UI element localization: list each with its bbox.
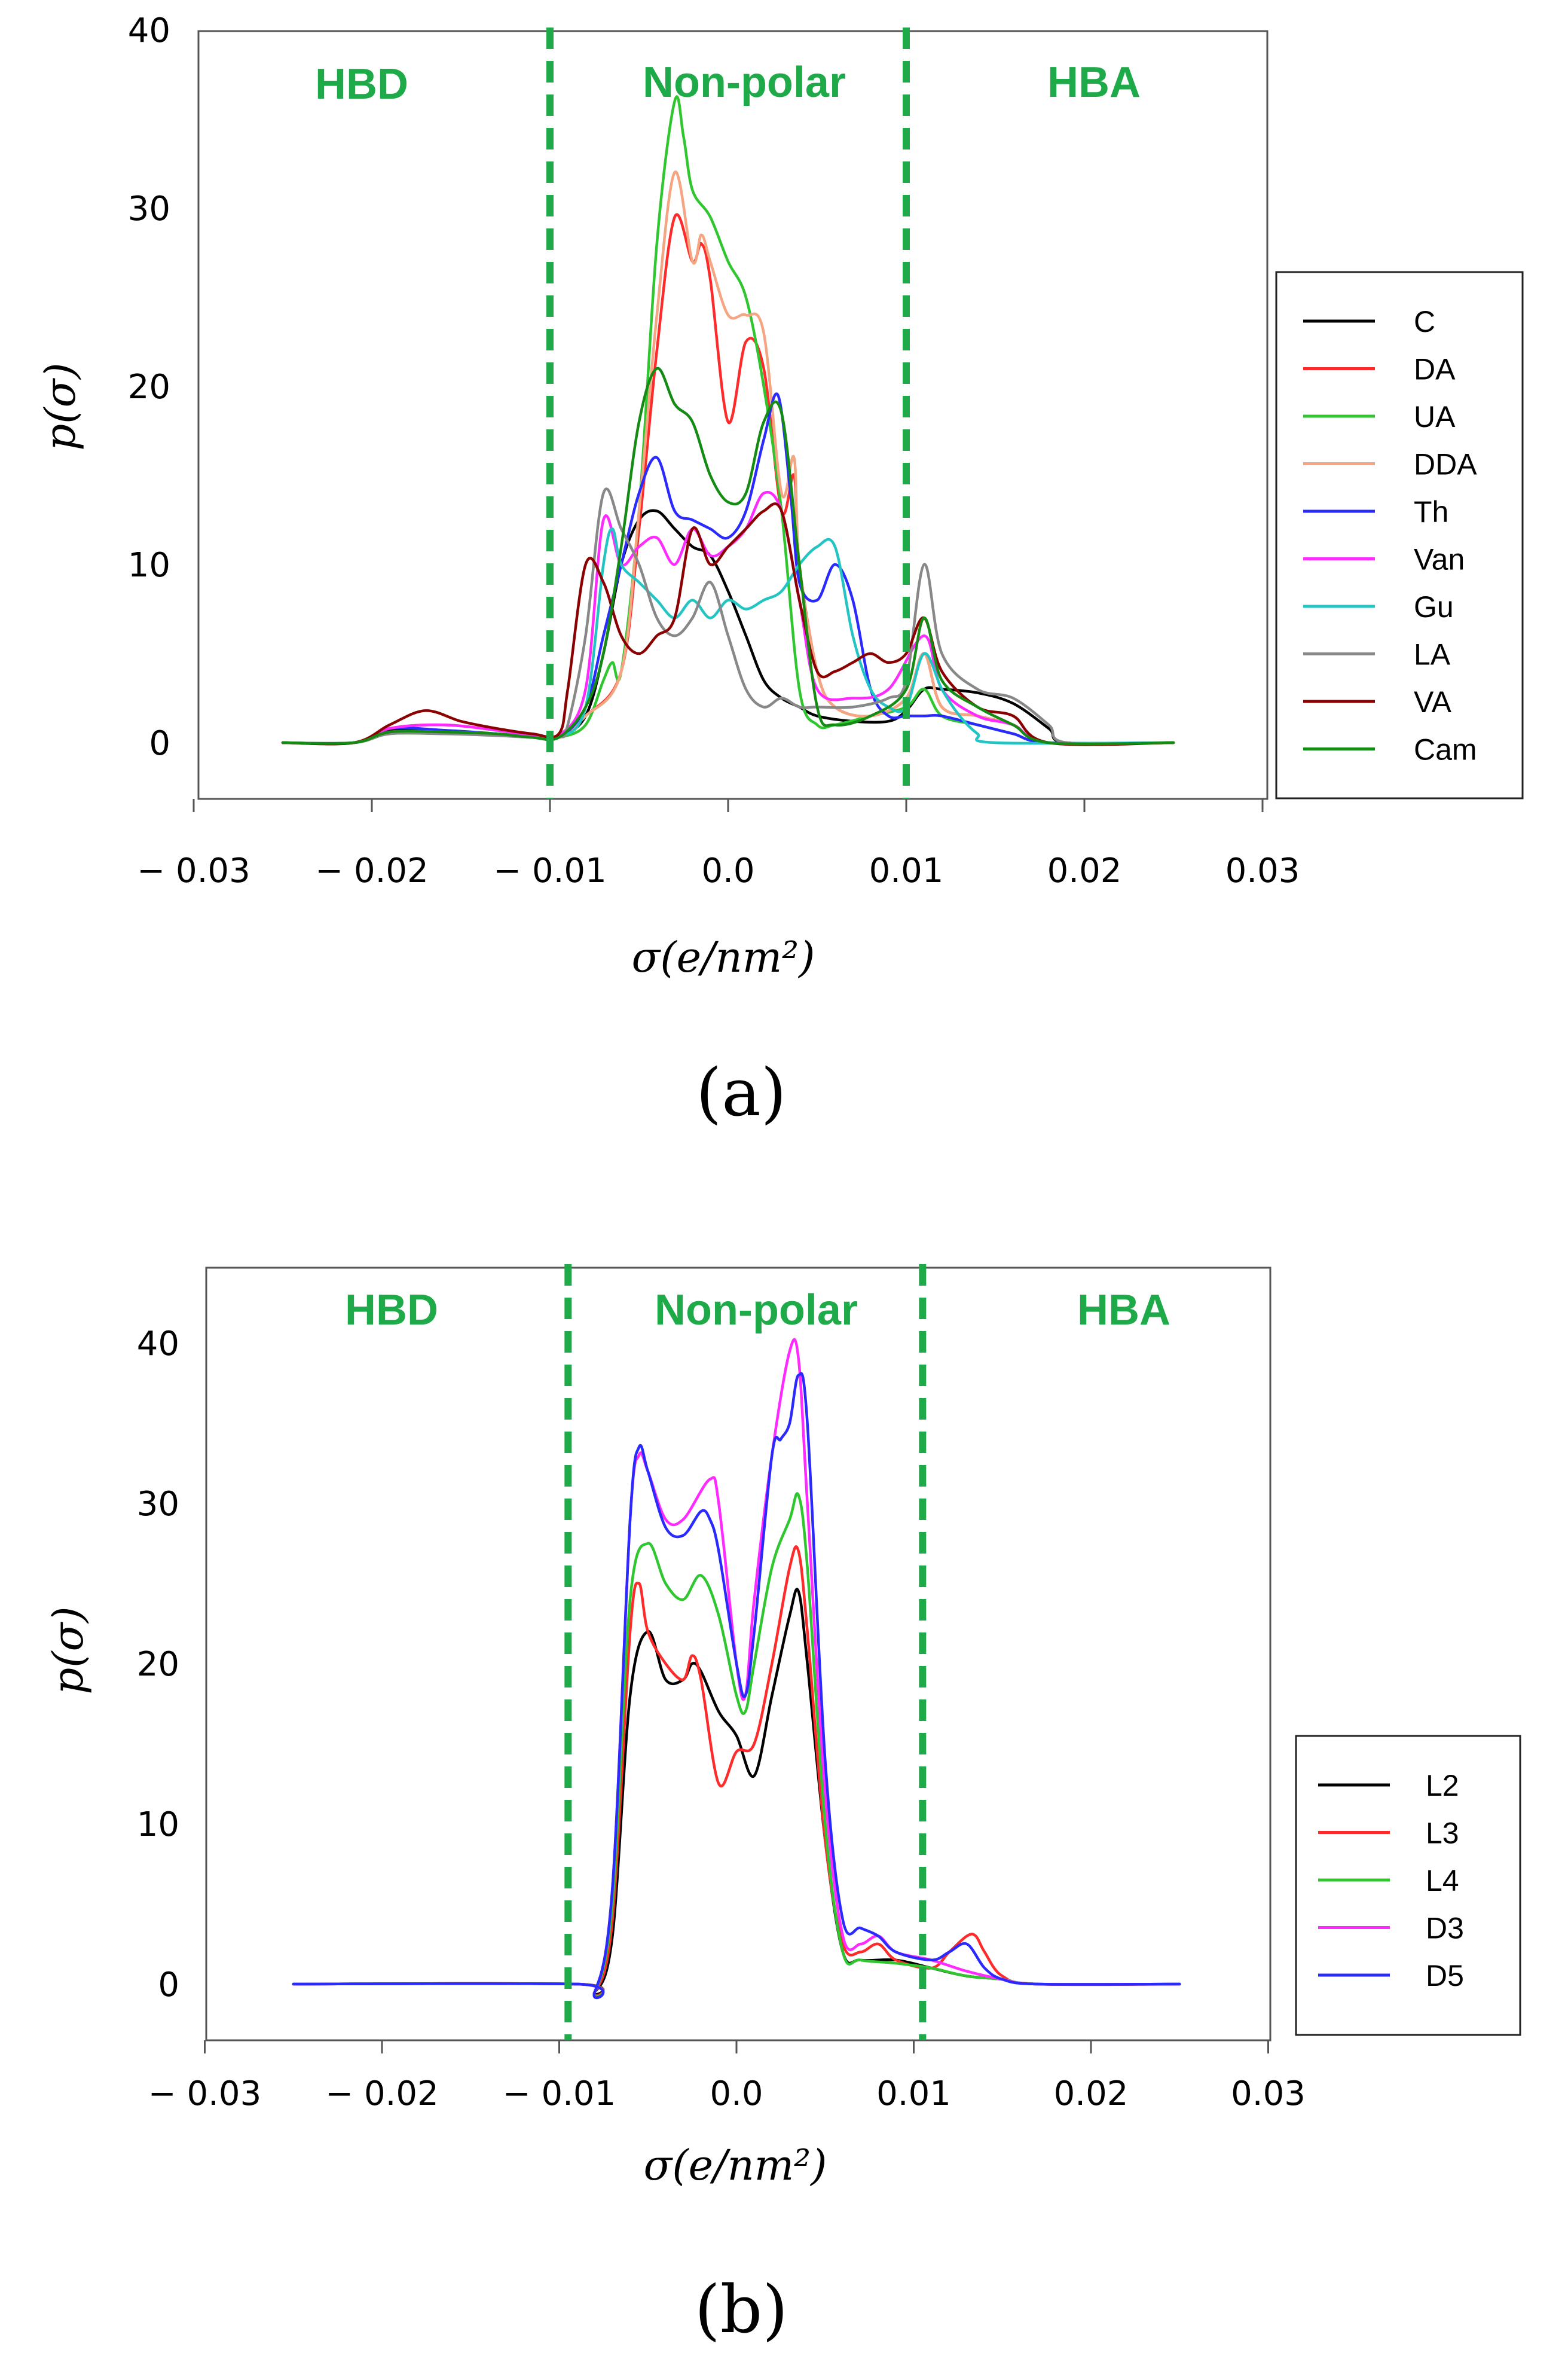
chart-b-ytick-label: 20 <box>137 1645 179 1684</box>
chart-b-xtick-label: − 0.03 <box>148 2074 261 2113</box>
chart-a-ytick-label: 10 <box>128 546 170 585</box>
chart-a-xtick-label: 0.0 <box>701 852 754 890</box>
chart-b-ylabel: p(σ) <box>44 1606 93 1694</box>
chart-a-series-th <box>281 392 1175 746</box>
panel-label-a: (a) <box>696 1054 786 1131</box>
chart-a-ylabel: p(σ) <box>36 362 85 450</box>
chart-b-legend-label: L3 <box>1426 1817 1459 1850</box>
chart-a-legend-label: Cam <box>1414 733 1477 767</box>
chart-a-xlabel: σ(e/nm²) <box>632 933 815 982</box>
chart-a-series-va <box>281 502 1175 746</box>
chart-b-region-nonpolar: Non-polar <box>655 1286 858 1334</box>
chart-a-ytick-label: 30 <box>128 190 170 228</box>
chart-a-legend-label: DDA <box>1414 448 1477 481</box>
chart-b-xtick-label: 0.03 <box>1231 2074 1306 2113</box>
chart-a-xtick-label: − 0.02 <box>315 852 428 890</box>
chart-a-series-la <box>281 487 1175 746</box>
chart-a-legend-label: Th <box>1414 495 1448 529</box>
chart-b-series-d5 <box>292 1372 1181 2000</box>
chart-b-legend: L2 L3 L4 D3 D5 <box>1295 1735 1521 2036</box>
chart-a-legend-label: Gu <box>1414 590 1454 624</box>
chart-b-legend-label: D5 <box>1426 1959 1464 1992</box>
chart-a-series-cam <box>281 367 1175 746</box>
chart-a-legend-label: C <box>1414 305 1435 338</box>
chart-b-ytick-label: 30 <box>137 1485 179 1524</box>
chart-b-ytick-label: 40 <box>137 1325 179 1363</box>
chart-b-xtick-label: 0.02 <box>1054 2074 1129 2113</box>
chart-b-legend-label: L4 <box>1426 1864 1459 1897</box>
chart-a-legend-label: DA <box>1414 353 1456 386</box>
chart-a-region-nonpolar: Non-polar <box>643 59 846 106</box>
chart-b-series-l4 <box>292 1492 1181 1998</box>
chart-b-region-hba: HBA <box>1077 1286 1170 1334</box>
chart-b-series-l2 <box>292 1588 1181 1996</box>
chart-a: − 0.03 − 0.02 − 0.01 0.0 0.01 0.02 0.03 0 10 20 30… <box>36 11 1524 1131</box>
chart-a-legend-label: UA <box>1414 400 1456 434</box>
chart-b-ytick-label: 10 <box>137 1805 179 1844</box>
chart-a-ytick-label: 40 <box>128 11 170 50</box>
chart-a-series-dda <box>281 170 1175 746</box>
chart-b-legend-label: D3 <box>1426 1912 1464 1945</box>
chart-a-xtick-label: − 0.01 <box>493 852 606 890</box>
chart-a-ytick-label: 0 <box>149 724 170 763</box>
chart-a-xtick-label: 0.01 <box>869 852 944 890</box>
chart-b: − 0.03 − 0.02 − 0.01 0.0 0.01 0.02 0.03 0 10 20 30… <box>44 1264 1521 2348</box>
chart-b-xtick-label: − 0.01 <box>503 2074 616 2113</box>
chart-b-series-l3 <box>292 1545 1181 1997</box>
chart-b-xtick-label: 0.0 <box>710 2074 763 2113</box>
chart-a-legend-label: VA <box>1414 685 1452 719</box>
chart-b-legend-label: L2 <box>1426 1769 1459 1802</box>
chart-a-region-hba: HBA <box>1047 59 1141 106</box>
chart-a-frame <box>197 30 1269 800</box>
chart-a-ytick-label: 20 <box>128 368 170 407</box>
chart-a-legend-label: Van <box>1414 543 1465 576</box>
chart-b-region-hbd: HBD <box>345 1286 438 1334</box>
chart-a-xtick-label: 0.03 <box>1225 852 1300 890</box>
chart-b-xlabel: σ(e/nm²) <box>644 2141 827 2190</box>
panel-label-b: (b) <box>695 2271 788 2348</box>
chart-a-region-hbd: HBD <box>315 60 408 108</box>
chart-a-legend: C DA UA DDA Th Van Gu LA VA Cam <box>1275 271 1524 799</box>
chart-a-legend-label: LA <box>1414 638 1451 672</box>
chart-b-xtick-label: − 0.02 <box>325 2074 438 2113</box>
chart-b-ytick-label: 0 <box>158 1966 179 2004</box>
chart-b-frame <box>205 1267 1271 2041</box>
chart-a-series-van <box>281 490 1175 746</box>
chart-b-xtick-label: 0.01 <box>876 2074 951 2113</box>
chart-a-xtick-label: − 0.03 <box>137 852 250 890</box>
chart-a-series-da <box>281 213 1175 746</box>
chart-a-xtick-label: 0.02 <box>1047 852 1122 890</box>
